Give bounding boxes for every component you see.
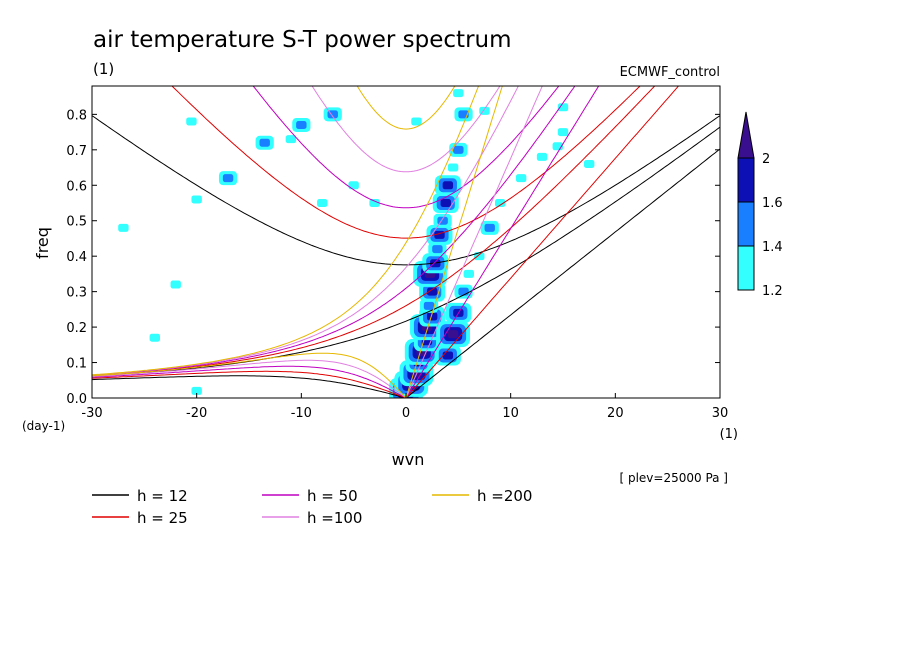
- experiment-label: ECMWF_control: [620, 65, 720, 80]
- legend-label: h = 50: [307, 487, 358, 505]
- spectral-patch: [447, 330, 459, 339]
- dispersion-curve-mrg: [92, 86, 480, 376]
- spectral-patch: [557, 103, 569, 112]
- colorbar-extend-arrow: [737, 111, 755, 159]
- spectral-patch: [447, 163, 459, 172]
- spectral-patch: [557, 128, 569, 137]
- spectral-patch: [453, 145, 464, 154]
- spectral-patch: [149, 333, 160, 342]
- dispersion-curve-ig1: [311, 86, 501, 173]
- spectral-patch: [474, 252, 485, 261]
- colorbar-segment: [737, 245, 755, 291]
- units-label: (1): [93, 60, 114, 78]
- legend-label: h =100: [307, 509, 362, 527]
- spectral-patch: [495, 199, 506, 207]
- colorbar-segment: [737, 157, 755, 203]
- spectral-patch: [442, 181, 454, 190]
- colorbar-label: 1.2: [762, 284, 783, 299]
- spectral-patch: [515, 174, 527, 183]
- y-units-label: (day-1): [22, 419, 65, 433]
- dispersion-curve-er: [92, 365, 407, 398]
- spectral-patch: [423, 301, 435, 310]
- dispersion-curve-ig1: [92, 115, 720, 266]
- dispersion-curve-kelvin: [405, 148, 720, 398]
- x-tick-label: 0: [402, 406, 410, 421]
- spectral-patch: [191, 195, 202, 204]
- y-tick-label: 0.0: [66, 392, 87, 407]
- dispersion-curve-er: [92, 359, 407, 398]
- y-axis-label: freq: [33, 227, 52, 259]
- x-tick-label: 10: [502, 406, 519, 421]
- y-tick-label: 0.1: [66, 357, 87, 372]
- dispersion-curve-er: [92, 375, 407, 398]
- spectral-patch: [458, 287, 469, 296]
- spectral-patch: [259, 138, 270, 147]
- y-tick-label: 0.5: [66, 215, 87, 230]
- x-tick-label: -10: [291, 406, 312, 421]
- x-tick-label: 20: [607, 406, 624, 421]
- spectral-patch: [285, 135, 297, 144]
- spectral-patch: [191, 386, 202, 395]
- spectral-patch: [348, 181, 359, 190]
- spectral-patch: [440, 199, 451, 207]
- y-tick-label: 0.2: [66, 321, 87, 336]
- colorbar-segment: [737, 201, 755, 247]
- y-tick-label: 0.8: [66, 108, 87, 123]
- y-tick-label: 0.7: [66, 144, 87, 159]
- colorbar-label: 2: [762, 152, 770, 167]
- dispersion-curve-mrg: [92, 86, 576, 376]
- dispersion-curve-ig1: [171, 86, 641, 239]
- spectral-patches: [118, 89, 595, 398]
- legend-label: h = 12: [137, 487, 188, 505]
- dispersion-curve-kelvin: [405, 86, 543, 398]
- spectral-patch: [411, 117, 422, 126]
- dispersion-curve-mrg: [92, 126, 720, 377]
- spectral-patch: [484, 223, 495, 232]
- spectral-patch: [583, 160, 595, 168]
- spectral-patch: [222, 174, 234, 183]
- colorbar: 1.2 1.4 1.6 2: [737, 111, 783, 299]
- spectral-patch: [186, 117, 197, 126]
- spectral-patch: [453, 89, 464, 98]
- dispersion-curve-er: [92, 352, 407, 398]
- spectral-patch: [170, 280, 181, 289]
- dispersion-curve-kelvin: [405, 86, 600, 398]
- y-axis: 0.0 0.1 0.2 0.3 0.4 0.5 0.6 0.7 0.8: [66, 108, 720, 407]
- dispersion-curve-ig1: [252, 86, 560, 209]
- colorbar-label: 1.4: [762, 240, 783, 255]
- dispersion-curves: [92, 86, 720, 398]
- dispersion-curve-mrg: [92, 86, 519, 376]
- spectral-patch: [369, 199, 380, 207]
- colorbar-label: 1.6: [762, 196, 783, 211]
- plev-annotation: [ plev=25000 Pa ]: [619, 471, 728, 485]
- spectral-patch: [463, 269, 474, 278]
- legend: h = 12 h = 25 h = 50 h =100 h =200: [92, 487, 532, 527]
- x-tick-label: -20: [186, 406, 207, 421]
- dispersion-curve-er: [92, 370, 407, 398]
- dispersion-curve-kelvin: [405, 86, 503, 398]
- x-tick-label: -30: [81, 406, 102, 421]
- spectral-patch: [442, 351, 454, 360]
- spectral-patch: [118, 223, 129, 232]
- legend-label: h =200: [477, 487, 532, 505]
- spectral-patch: [426, 312, 438, 321]
- x-units-label: (1): [720, 427, 738, 442]
- dispersion-curve-mrg: [92, 86, 656, 377]
- x-axis-label: wvn: [392, 450, 425, 469]
- dispersion-curve-kelvin: [405, 86, 680, 398]
- y-tick-label: 0.4: [66, 250, 87, 265]
- spectral-patch: [432, 245, 443, 254]
- x-tick-label: 30: [712, 406, 729, 421]
- y-tick-label: 0.3: [66, 286, 87, 301]
- spectral-patch: [317, 199, 328, 207]
- legend-label: h = 25: [137, 509, 188, 527]
- x-axis: -30 -20 -10 0 10 20 30: [81, 393, 728, 421]
- spectral-patch: [536, 152, 548, 161]
- spectral-patch: [296, 121, 307, 129]
- spectral-patch: [426, 287, 438, 296]
- y-tick-label: 0.6: [66, 179, 87, 194]
- chart-title: air temperature S-T power spectrum: [93, 27, 512, 53]
- dispersion-curve-ig1: [356, 86, 456, 130]
